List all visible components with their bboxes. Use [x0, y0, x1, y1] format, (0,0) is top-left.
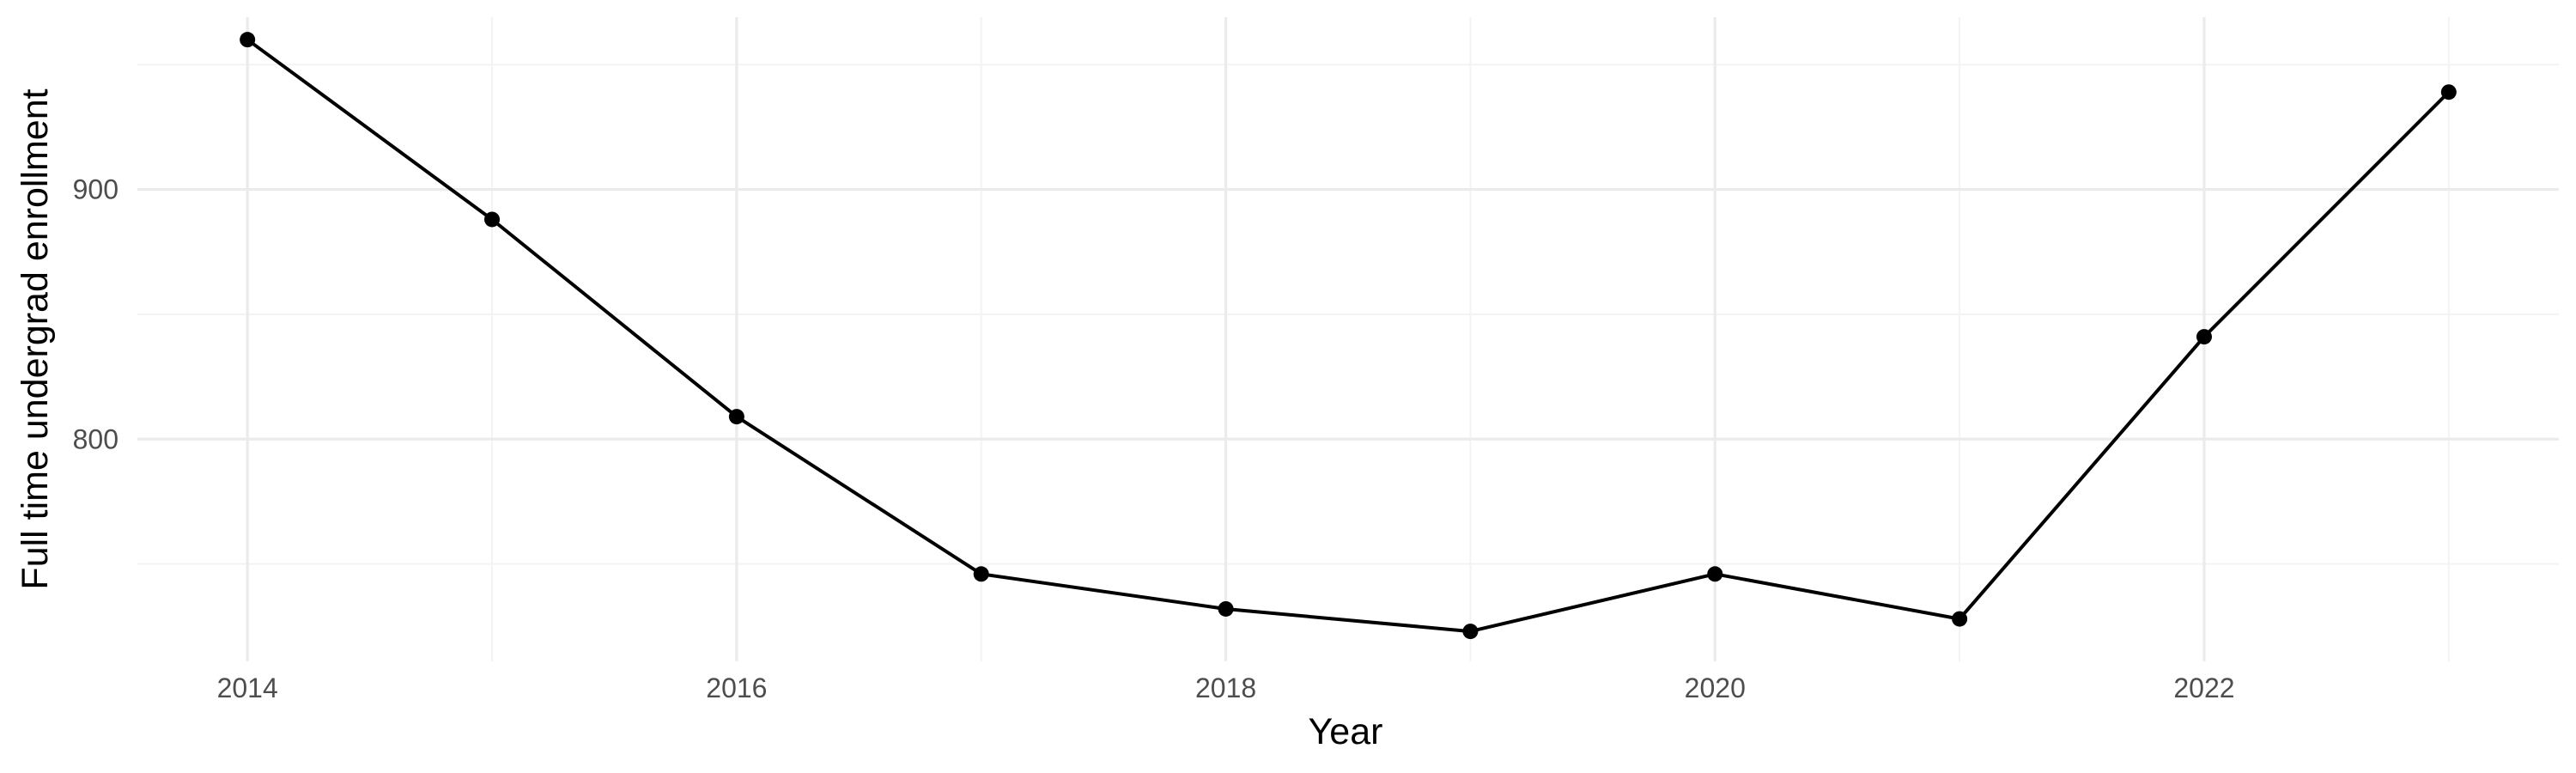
- data-point: [1707, 566, 1723, 582]
- data-point: [1462, 624, 1479, 640]
- y-axis-title: Full time undergrad enrollment: [15, 88, 56, 589]
- data-point: [484, 211, 501, 228]
- data-point: [728, 409, 744, 425]
- x-axis-tick-labels: 2014 2016 2018 2020 2022: [217, 673, 2235, 703]
- data-point: [1218, 600, 1234, 617]
- data-point: [240, 32, 256, 48]
- x-tick-label: 2018: [1195, 673, 1256, 703]
- series-line: [246, 38, 2451, 634]
- minor-gridlines-x: [491, 17, 2450, 661]
- y-tick-label: 800: [73, 423, 118, 454]
- series-layer: [240, 32, 2457, 640]
- x-axis-title: Year: [1309, 711, 1383, 752]
- data-point: [973, 566, 989, 582]
- y-axis-tick-labels: 800 900: [73, 174, 118, 455]
- x-tick-label: 2022: [2173, 673, 2234, 703]
- data-point: [2196, 329, 2212, 345]
- data-point: [2440, 84, 2457, 100]
- data-point: [1952, 611, 1968, 627]
- major-gridlines-x: [246, 17, 2206, 661]
- x-tick-label: 2020: [1685, 673, 1746, 703]
- y-tick-label: 900: [73, 174, 118, 205]
- major-gridlines-y: [137, 187, 2559, 441]
- x-tick-label: 2016: [706, 673, 767, 703]
- x-tick-label: 2014: [217, 673, 278, 703]
- minor-gridlines-y: [137, 64, 2559, 565]
